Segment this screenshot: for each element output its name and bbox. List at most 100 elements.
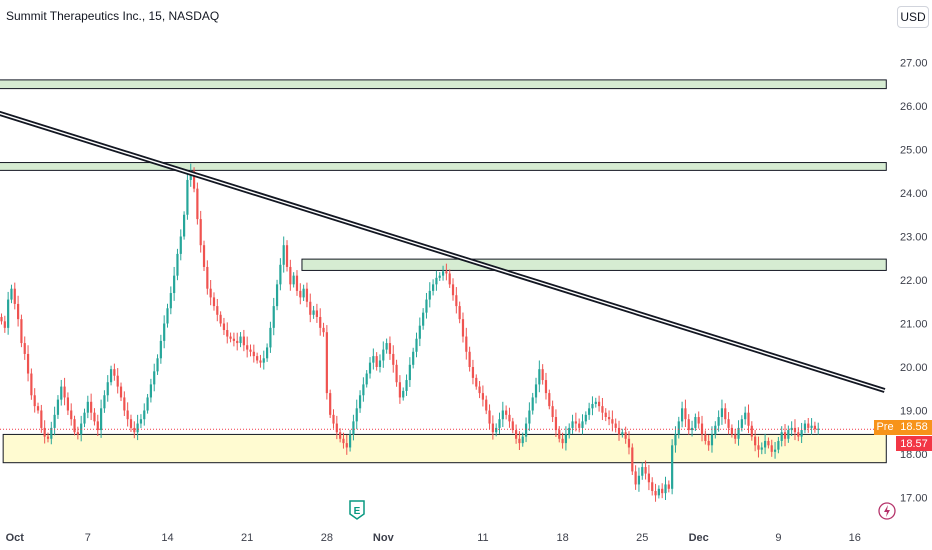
candle — [674, 426, 677, 453]
candle — [388, 336, 392, 360]
candle — [295, 270, 299, 296]
candle — [36, 402, 40, 414]
price-zones[interactable] — [0, 79, 887, 464]
candle — [451, 278, 455, 301]
candle — [3, 315, 6, 333]
candle — [412, 347, 415, 369]
candle — [299, 283, 302, 305]
candle — [714, 421, 717, 439]
candle — [332, 409, 335, 429]
candlestick-series — [0, 163, 820, 502]
time-axis[interactable]: Oct 7 14 21 28 Nov 11 18 25 Dec 9 16 — [6, 532, 861, 544]
candle — [312, 305, 315, 319]
candle — [617, 420, 621, 441]
candle — [358, 390, 362, 413]
trendlines[interactable] — [0, 110, 886, 393]
candle — [418, 317, 421, 347]
currency-button[interactable]: USD — [897, 6, 929, 28]
candle — [392, 345, 395, 373]
price-zone-3[interactable] — [2, 433, 887, 464]
lightning-icon[interactable] — [878, 502, 896, 520]
candle — [764, 433, 767, 454]
candle — [133, 421, 136, 439]
candle — [196, 182, 199, 225]
candle — [143, 403, 146, 426]
candle — [601, 397, 604, 421]
candle — [30, 368, 33, 400]
candle — [106, 375, 109, 402]
price-tick-label: 17.00 — [900, 493, 928, 505]
candle — [93, 408, 96, 426]
candle — [491, 415, 494, 440]
candle — [654, 483, 657, 502]
candle — [770, 439, 773, 457]
candle — [498, 412, 501, 434]
candle — [621, 428, 624, 438]
candle — [53, 406, 56, 436]
candle — [199, 210, 202, 253]
candle — [156, 354, 159, 375]
price-axis[interactable]: 27.00 26.00 25.00 24.00 23.00 22.00 21.00 20.00… — [900, 58, 928, 505]
candle — [56, 395, 60, 419]
candle — [26, 345, 30, 382]
candle — [23, 336, 26, 360]
candle — [777, 436, 780, 454]
candle — [528, 402, 531, 431]
candle — [329, 389, 332, 418]
candle — [153, 363, 156, 392]
price-tick-label: 20.00 — [900, 362, 928, 374]
candle — [352, 414, 355, 441]
candle — [684, 399, 687, 428]
candle — [541, 364, 544, 385]
candle — [558, 426, 561, 443]
candle — [60, 379, 63, 406]
candle — [754, 429, 757, 452]
price-tick-label: 25.00 — [900, 145, 928, 157]
candle — [671, 439, 674, 495]
candle — [441, 265, 445, 281]
premarket-price-badge: 18.58 — [896, 419, 932, 435]
candle — [362, 377, 365, 402]
candle — [594, 397, 597, 408]
price-zone-2[interactable] — [301, 258, 887, 271]
candle — [687, 414, 690, 435]
candle — [136, 414, 139, 441]
candle — [564, 426, 567, 451]
candle — [667, 480, 670, 493]
candle — [103, 390, 106, 413]
candle — [242, 329, 245, 352]
candle — [325, 325, 328, 400]
candle — [113, 363, 116, 381]
candle — [787, 425, 790, 443]
candle — [501, 401, 504, 428]
candle — [478, 381, 481, 399]
candle — [724, 403, 727, 424]
last-price-badge: 18.57 — [896, 436, 932, 452]
candle — [289, 259, 292, 291]
candle — [209, 280, 212, 306]
candle — [159, 334, 162, 364]
candle — [192, 167, 196, 193]
price-tick-label: 24.00 — [900, 188, 928, 200]
time-tick-label: 25 — [636, 532, 648, 544]
candle — [767, 437, 770, 449]
candle — [568, 423, 571, 439]
price-zone-0[interactable] — [0, 79, 887, 90]
candle — [561, 432, 564, 449]
candle — [305, 282, 309, 308]
earnings-e-icon[interactable]: E — [349, 500, 365, 520]
candle — [531, 392, 534, 415]
candle — [40, 404, 43, 433]
trendline-0[interactable] — [0, 110, 886, 393]
price-zone-1[interactable] — [0, 162, 887, 171]
candle — [83, 408, 86, 428]
candle — [322, 322, 325, 337]
candle — [229, 332, 232, 343]
candle — [631, 443, 634, 476]
candle — [355, 399, 358, 430]
candle — [422, 308, 425, 330]
symbol-title: Summit Therapeutics Inc., 15, NASDAQ — [6, 9, 220, 23]
candle — [239, 332, 242, 348]
candle — [149, 378, 152, 403]
